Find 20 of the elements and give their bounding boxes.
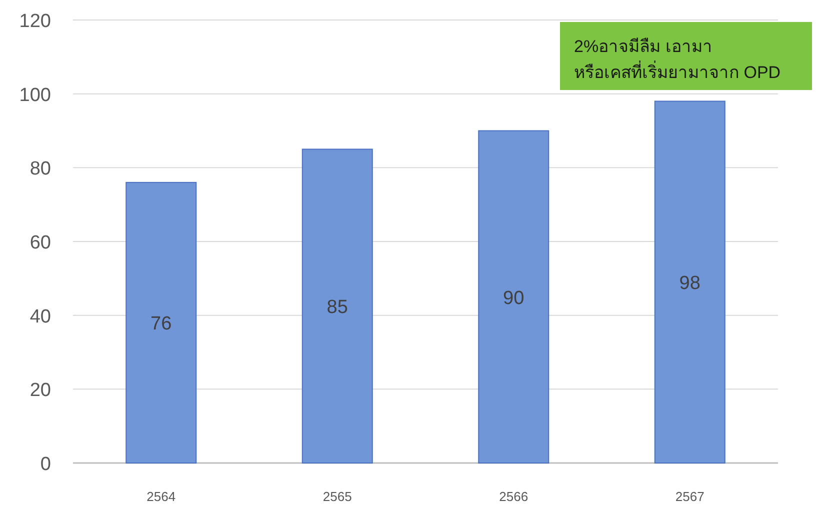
y-tick-label: 80 (30, 158, 51, 180)
y-tick-label: 40 (30, 306, 51, 328)
annotation: 2%อาจมีลืม เอามา หรือเคสที่เริ่มยามาจาก OPD (574, 37, 781, 82)
data-label: 76 (150, 314, 172, 335)
bar (126, 182, 197, 464)
bar (654, 100, 726, 464)
x-tick-label: 2567 (675, 489, 704, 504)
bar (478, 130, 550, 464)
data-label: 98 (679, 273, 700, 294)
y-tick-label: 60 (30, 232, 51, 254)
data-label: 85 (326, 297, 348, 318)
y-tick-label: 120 (19, 11, 51, 32)
y-tick-label: 100 (19, 84, 51, 106)
bar (302, 148, 373, 464)
x-tick-label: 2565 (322, 489, 352, 504)
x-tick-label: 2566 (499, 489, 528, 504)
data-label: 90 (503, 288, 524, 309)
x-tick-label: 2564 (146, 489, 176, 504)
y-tick-label: 0 (40, 454, 51, 475)
y-tick-label: 20 (30, 380, 51, 402)
